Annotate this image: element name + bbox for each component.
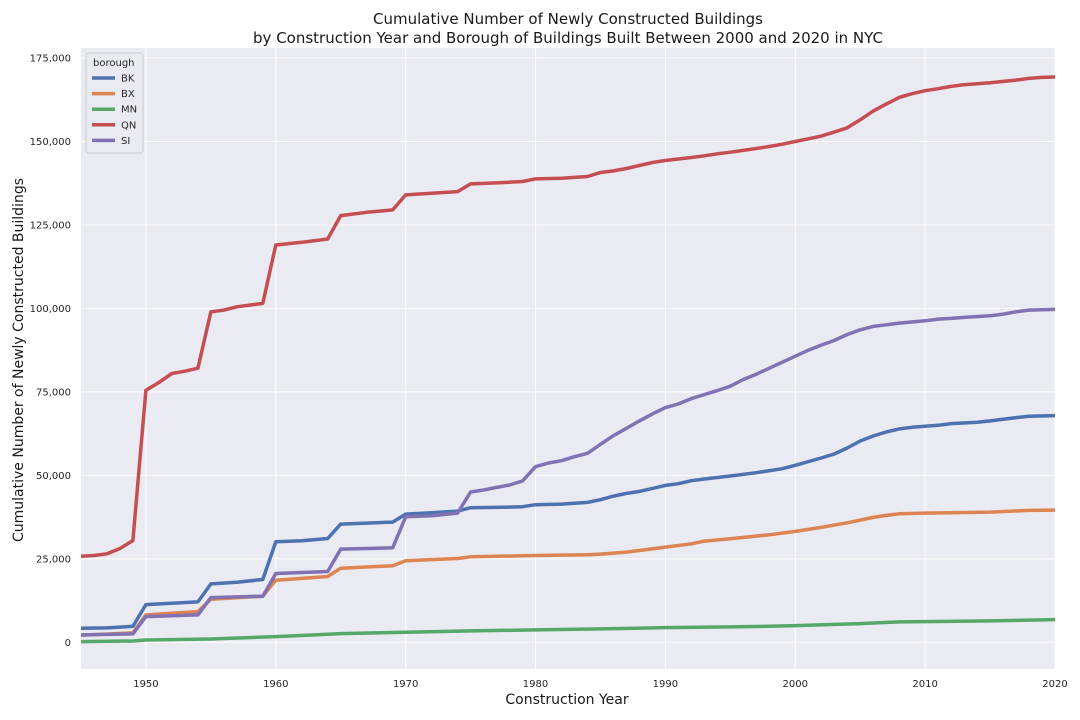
series-line-si	[81, 307, 1055, 637]
y-tick-label: 150,000	[30, 137, 71, 148]
x-tick-label: 1950	[133, 679, 158, 690]
legend-label-bx: BX	[121, 89, 135, 100]
legend-title: borough	[93, 58, 135, 69]
chart-title: Cumulative Number of Newly Constructed B…	[373, 10, 763, 28]
legend-label-mn: MN	[121, 105, 137, 116]
y-tick-label: 125,000	[30, 220, 71, 231]
legend-label-bk: BK	[121, 74, 135, 85]
y-tick-label: 25,000	[36, 554, 71, 565]
legend: borough BK BX MN QN SI	[85, 52, 144, 154]
y-tick-label: 100,000	[30, 304, 71, 315]
x-tick-label: 2020	[1042, 679, 1067, 690]
legend-label-qn: QN	[121, 120, 136, 131]
grid	[81, 48, 1056, 669]
y-tick-label: 75,000	[36, 387, 71, 398]
y-tick-label: 50,000	[36, 471, 71, 482]
chart-subtitle: by Construction Year and Borough of Buil…	[253, 29, 883, 47]
plot-area	[81, 48, 1055, 669]
series-line-qn	[81, 75, 1055, 558]
y-tick-label: 0	[65, 638, 71, 649]
series-line-mn	[81, 617, 1055, 644]
x-tick-label: 2010	[912, 679, 937, 690]
series-line-bk	[81, 413, 1055, 631]
x-axis-label: Construction Year	[505, 692, 628, 708]
legend-label-si: SI	[121, 136, 130, 147]
y-tick-label: 175,000	[30, 54, 71, 65]
series-lines	[81, 75, 1055, 644]
series-line-bx	[81, 508, 1055, 638]
x-tick-label: 1980	[523, 679, 548, 690]
x-tick-label: 1990	[653, 679, 678, 690]
x-tick-label: 1960	[263, 679, 288, 690]
x-tick-label: 1970	[393, 679, 418, 690]
tick-labels: 1950 1960 1970 1980 1990 2000 2010 2020 0 25,000 5…	[30, 54, 1068, 690]
x-tick-label: 2000	[783, 679, 808, 690]
y-axis-label: Cumulative Number of Newly Constructed B…	[11, 178, 27, 542]
